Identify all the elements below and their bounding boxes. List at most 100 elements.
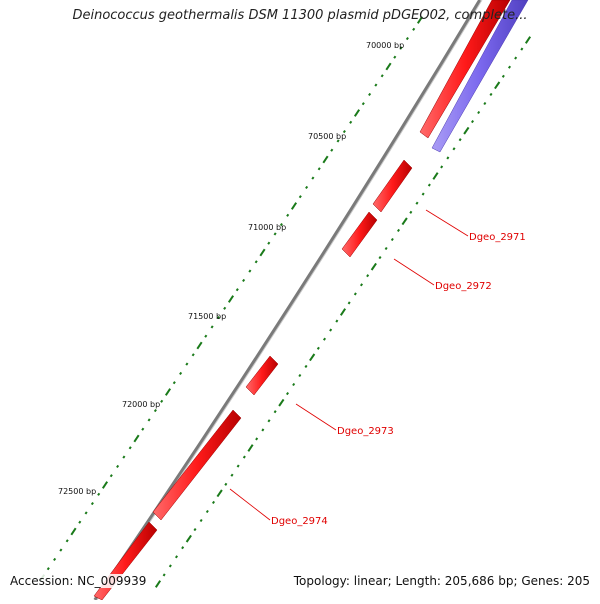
inner-tick-minor — [267, 419, 271, 423]
gene-arrow-dgeo-2974[interactable] — [152, 409, 242, 521]
inner-tick-major — [309, 353, 316, 362]
tick-label-72000: 72000 bp — [122, 400, 160, 409]
outer-tick-minor — [405, 37, 409, 41]
inner-tick-minor — [452, 147, 456, 151]
reverse-gene-arrow[interactable] — [431, 0, 529, 153]
inner-tick-minor — [483, 101, 487, 106]
inner-tick-minor — [366, 274, 370, 278]
inner-tick-minor — [427, 183, 431, 187]
outer-tick-minor — [128, 446, 132, 450]
outer-tick-minor — [361, 102, 365, 106]
inner-tick-minor — [470, 120, 475, 124]
inner-tick-major — [339, 308, 347, 316]
inner-tick-major — [524, 36, 532, 44]
inner-tick-major — [432, 172, 439, 180]
tick-label-71500: 71500 bp — [188, 312, 226, 321]
inner-tick-minor — [458, 138, 462, 142]
gene-label-dgeo-2972[interactable]: Dgeo_2972 — [435, 281, 492, 292]
inner-tick-major — [154, 580, 162, 588]
tick-label-72500: 72500 bp — [58, 487, 96, 496]
inner-tick-minor — [199, 518, 203, 523]
gene-label-dgeo-2971[interactable]: Dgeo_2971 — [469, 232, 526, 243]
inner-tick-minor — [489, 92, 493, 96]
outer-tick-minor — [223, 306, 227, 310]
inner-tick-minor — [501, 74, 505, 78]
inner-tick-minor — [211, 500, 216, 504]
gene-arrow-upper[interactable] — [419, 0, 511, 139]
gene-arrow-lower[interactable] — [93, 521, 158, 601]
outer-tick-minor — [330, 148, 334, 152]
inner-tick-minor — [415, 201, 419, 205]
gene-arrow-dgeo-2972[interactable] — [341, 211, 378, 258]
outer-tick-minor — [97, 492, 101, 496]
outer-tick-minor — [254, 260, 258, 264]
inner-tick-minor — [261, 428, 265, 432]
inner-tick-minor — [384, 246, 388, 251]
outer-tick-minor — [53, 557, 57, 561]
tick-label-70000: 70000 bp — [366, 41, 404, 50]
inner-tick-major — [401, 217, 408, 226]
gene-label-dgeo-2974[interactable]: Dgeo_2974 — [271, 516, 328, 527]
outer-tick-minor — [185, 362, 189, 366]
inner-tick-minor — [236, 464, 240, 468]
outer-tick-minor — [191, 353, 195, 357]
inner-tick-minor — [335, 319, 339, 323]
outer-tick-minor — [109, 474, 113, 478]
plasmid-backbone-highlight — [96, 0, 483, 601]
outer-tick-minor — [342, 130, 346, 134]
inner-tick-minor — [507, 65, 512, 69]
inner-tick-minor — [390, 237, 394, 242]
inner-tick-minor — [285, 392, 290, 396]
outer-tick-minor — [298, 195, 302, 199]
outer-tick-minor — [172, 381, 176, 385]
inner-tick-minor — [359, 283, 364, 287]
plasmid-title: Deinococcus geothermalis DSM 11300 plasm… — [72, 8, 528, 23]
inner-tick-minor — [193, 528, 197, 532]
outer-tick-minor — [216, 316, 220, 320]
inner-tick-minor — [353, 292, 357, 296]
gene-arrow-dgeo-2973[interactable] — [245, 355, 279, 396]
inner-tick-major — [185, 534, 192, 543]
outer-tick-major — [101, 481, 109, 489]
gene-arrow-dgeo-2971[interactable] — [372, 159, 413, 213]
inner-tick-major — [463, 126, 470, 135]
accession-text: Accession: NC_009939 — [8, 574, 149, 588]
outer-tick-minor — [412, 27, 416, 31]
tick-label-71000: 71000 bp — [248, 223, 286, 232]
inner-tick-minor — [304, 364, 308, 368]
outer-tick-minor — [273, 232, 277, 236]
outer-tick-minor — [204, 334, 208, 338]
inner-tick-minor — [168, 564, 172, 568]
inner-tick-minor — [440, 165, 444, 169]
outer-tick-minor — [267, 241, 271, 245]
inner-tick-minor — [255, 437, 259, 441]
inner-tick-minor — [396, 228, 401, 232]
outer-tick-minor — [147, 418, 151, 422]
outer-tick-minor — [84, 511, 88, 515]
plasmid-backbone — [93, 0, 482, 601]
inner-tick-minor — [181, 546, 185, 550]
outer-tick-major — [259, 248, 266, 257]
outer-tick-minor — [116, 464, 120, 468]
outer-tick-minor — [393, 55, 397, 59]
inner-tick-minor — [224, 482, 228, 486]
outer-tick-minor — [122, 455, 126, 459]
inner-tick-minor — [421, 192, 425, 196]
inner-tick-major — [494, 81, 501, 90]
outer-tick-major — [385, 62, 392, 71]
outer-tick-major — [164, 388, 172, 396]
outer-tick-minor — [399, 46, 403, 50]
inner-tick-row — [154, 36, 532, 588]
gene-label-dgeo-2973[interactable]: Dgeo_2973 — [337, 426, 394, 437]
outer-tick-minor — [317, 167, 321, 171]
outer-tick-row — [38, 16, 424, 582]
outer-tick-minor — [349, 120, 353, 124]
leader-line-dgeo-2971 — [425, 209, 469, 237]
outer-tick-minor — [305, 185, 309, 189]
inner-tick-minor — [292, 382, 296, 387]
inner-tick-minor — [520, 47, 524, 51]
inner-tick-minor — [347, 301, 351, 305]
outer-tick-minor — [279, 223, 283, 227]
outer-tick-minor — [179, 371, 183, 375]
